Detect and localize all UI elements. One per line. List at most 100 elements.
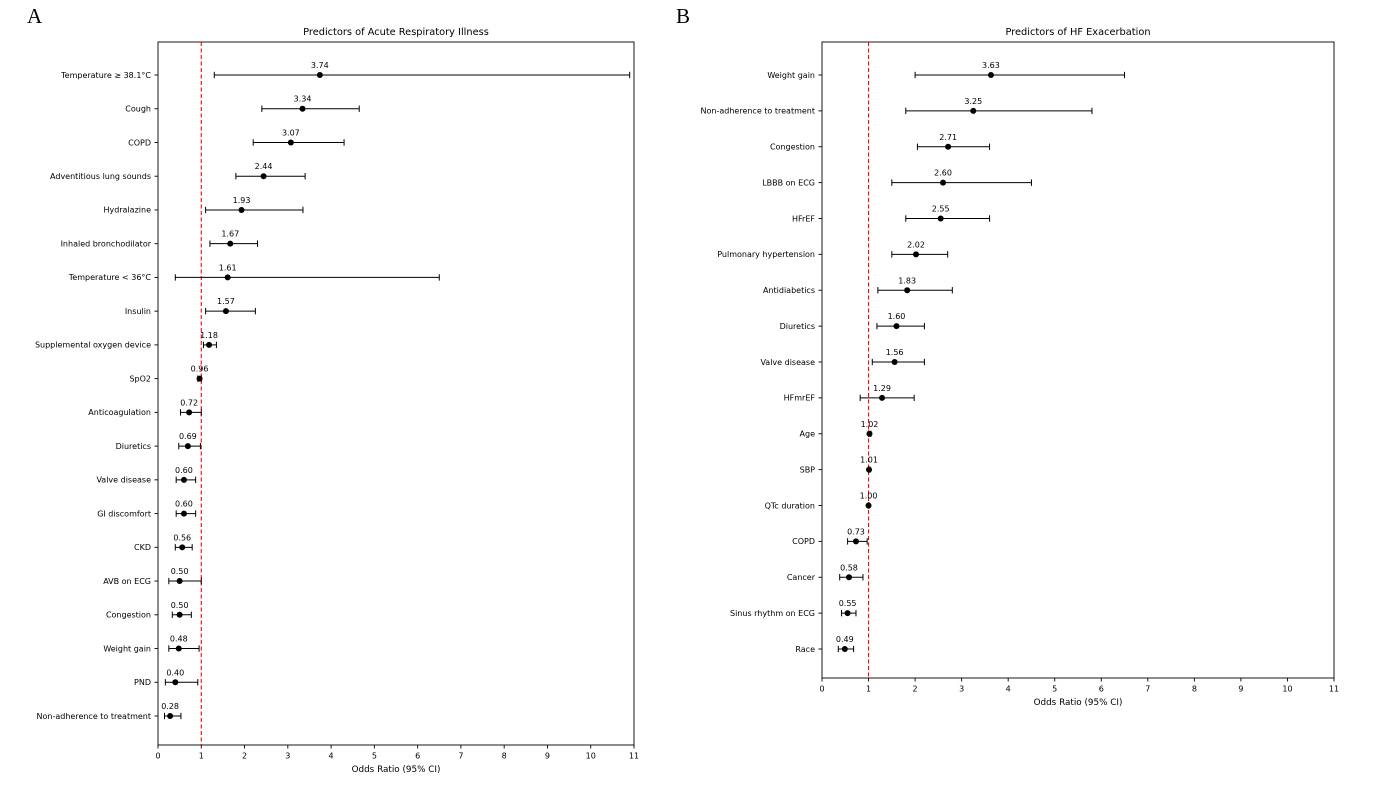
forest-plot-hf-exacerbation: Predictors of HF Exacerbation 0 1 2 3 4 5 6 7 8 9 1… (701, 27, 1340, 708)
or-value-label: 3.74 (311, 61, 329, 70)
or-value-label: 0.56 (173, 533, 191, 542)
row-label: Age (800, 430, 816, 439)
x-tick-label: 9 (1238, 685, 1243, 694)
x-axis-label: Odds Ratio (95% CI) (352, 765, 441, 775)
or-value-label: 1.67 (221, 230, 239, 239)
row-label: CKD (134, 543, 151, 552)
or-point (224, 274, 231, 281)
or-point (176, 611, 183, 618)
or-value-label: 1.93 (233, 196, 251, 205)
x-tick-label: 7 (458, 752, 463, 761)
or-point (845, 574, 852, 581)
row-label: Insulin (125, 307, 151, 316)
x-tick-label: 3 (959, 685, 964, 694)
or-value-label: 1.57 (217, 297, 235, 306)
or-point (945, 143, 952, 150)
or-point (865, 502, 872, 509)
or-value-label: 1.60 (888, 312, 906, 321)
or-value-label: 2.02 (907, 240, 925, 249)
x-tick-label: 0 (819, 685, 824, 694)
x-tick-label: 5 (372, 752, 377, 761)
panel-b-label: B (676, 4, 691, 28)
or-point (222, 308, 229, 315)
or-point (913, 251, 920, 258)
x-tick-label: 1 (866, 685, 871, 694)
or-point (937, 215, 944, 222)
or-point (186, 409, 193, 416)
or-value-label: 0.48 (170, 635, 188, 644)
or-value-label: 0.40 (166, 668, 184, 677)
row-label: Diuretics (780, 322, 815, 331)
row-label: Race (795, 645, 815, 654)
row-label: Sinus rhythm on ECG (730, 609, 815, 618)
or-value-label: 1.61 (219, 263, 237, 272)
or-value-label: 1.18 (200, 331, 218, 340)
x-tick-label: 2 (913, 685, 918, 694)
row-label: PND (134, 678, 151, 687)
x-tick-label: 1 (199, 752, 204, 761)
row-label: LBBB on ECG (762, 178, 815, 187)
row-label: Adventitious lung sounds (50, 172, 151, 181)
or-value-label: 0.50 (171, 567, 189, 576)
x-tick-label: 2 (242, 752, 247, 761)
or-point (879, 394, 886, 401)
row-label: HFmrEF (784, 394, 816, 403)
row-label: Hydralazine (103, 206, 151, 215)
row-label: Supplemental oxygen device (35, 341, 151, 350)
x-tick-label: 8 (502, 752, 507, 761)
or-value-label: 1.56 (886, 348, 904, 357)
or-value-label: 0.69 (179, 432, 197, 441)
or-value-label: 0.55 (839, 599, 857, 608)
chart-title: Predictors of Acute Respiratory Illness (303, 27, 489, 38)
row-label: Weight gain (103, 644, 151, 653)
or-point (866, 430, 873, 437)
row-label: Valve disease (96, 476, 151, 485)
or-value-label: 3.07 (282, 128, 300, 137)
or-point (180, 476, 187, 483)
or-value-label: 1.83 (898, 276, 916, 285)
or-value-label: 0.50 (171, 601, 189, 610)
x-tick-label: 11 (629, 752, 639, 761)
or-value-label: 0.58 (840, 563, 858, 572)
or-point (287, 139, 294, 146)
or-point (206, 341, 213, 348)
chart-title: Predictors of HF Exacerbation (1005, 27, 1150, 38)
or-value-label: 1.00 (860, 492, 878, 501)
or-point (866, 466, 873, 473)
row-label: COPD (792, 537, 815, 546)
or-point (970, 107, 977, 114)
x-tick-label: 9 (545, 752, 550, 761)
row-label: Congestion (770, 143, 815, 152)
x-tick-label: 4 (1006, 685, 1011, 694)
or-point (841, 646, 848, 652)
row-label: Temperature ≥ 38.1°C (60, 71, 151, 80)
forest-plot-acute-respiratory-illness: Predictors of Acute Respiratory Illness 0… (35, 27, 639, 775)
row-label: Cancer (787, 573, 816, 582)
x-tick-label: 7 (1145, 685, 1150, 694)
or-point (184, 443, 191, 450)
or-value-label: 0.72 (180, 398, 198, 407)
or-point (891, 359, 898, 365)
row-label: SBP (800, 465, 816, 474)
or-point (940, 179, 947, 186)
or-value-label: 3.34 (294, 95, 312, 104)
or-value-label: 0.60 (175, 500, 193, 509)
row-label: GI discomfort (97, 509, 151, 518)
or-value-label: 0.96 (191, 365, 209, 374)
or-point (904, 287, 911, 294)
row-label: Congestion (106, 611, 151, 620)
panel-a-label: A (27, 4, 43, 28)
or-point (176, 578, 183, 585)
or-value-label: 2.55 (932, 205, 950, 214)
row-label: Valve disease (760, 358, 815, 367)
x-axis-label: Odds Ratio (95% CI) (1034, 698, 1123, 708)
x-tick-label: 11 (1329, 685, 1339, 694)
or-point (844, 610, 851, 617)
row-label: Temperature < 36°C (68, 273, 152, 282)
plot-border (157, 41, 635, 746)
row-label: Pulmonary hypertension (717, 250, 815, 259)
x-tick-label: 10 (586, 752, 596, 761)
or-value-label: 0.73 (847, 527, 865, 536)
or-value-label: 2.60 (934, 169, 952, 178)
